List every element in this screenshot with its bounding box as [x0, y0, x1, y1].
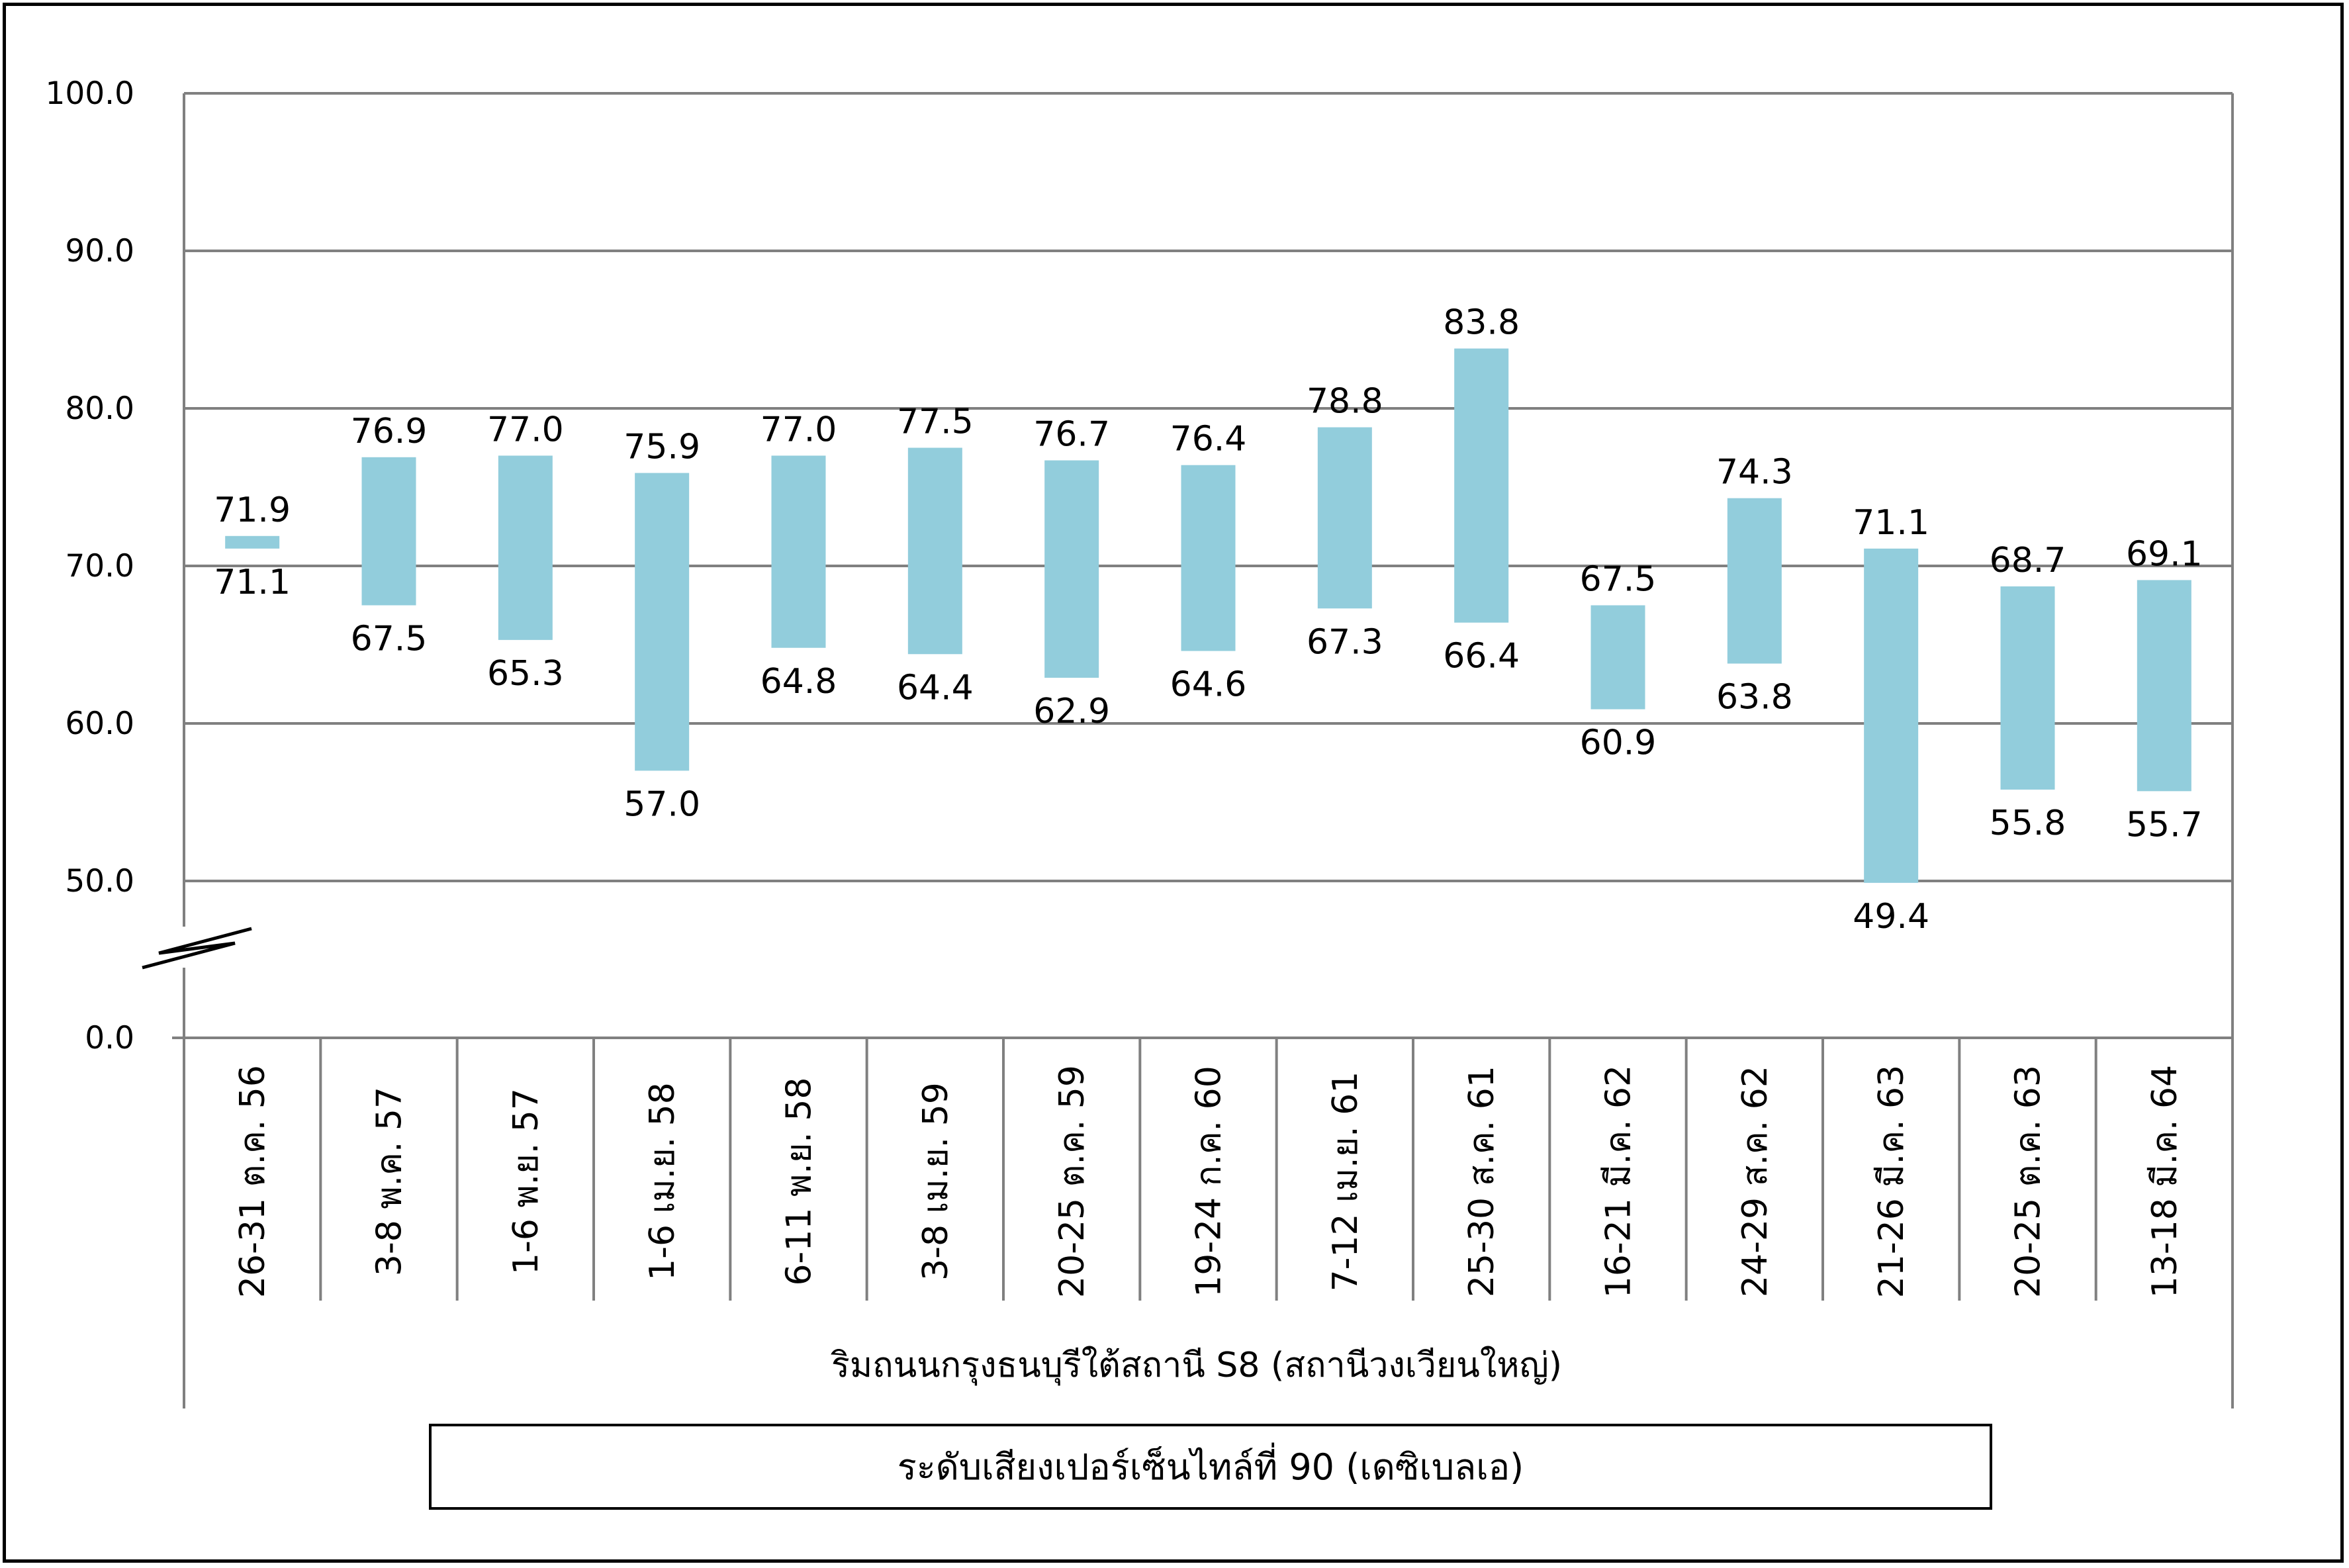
y-tick-label: 50.0: [65, 863, 134, 899]
low-value-label: 67.5: [351, 620, 428, 659]
legend-box: ระดับเสียงเปอร์เซ็นไทล์ที่ 90 (เดซิเบลเอ…: [429, 1424, 1992, 1510]
high-value-label: 71.9: [214, 490, 291, 530]
high-value-label: 76.7: [1033, 415, 1110, 455]
high-value-label: 69.1: [2126, 534, 2203, 574]
high-value-label: 77.0: [487, 410, 564, 449]
y-tick-label: 60.0: [65, 706, 134, 742]
low-value-label: 71.1: [214, 563, 291, 602]
category-labels: 26-31 ต.ค. 56 3-8 พ.ค. 57 1-6 พ.ย. 57 1-6 เ…: [233, 1065, 2185, 1298]
range-bar: [1181, 465, 1236, 651]
high-value-label: 75.9: [623, 428, 700, 467]
category-label: 21-26 มี.ค. 63: [1872, 1065, 1911, 1298]
low-value-label: 66.4: [1443, 637, 1520, 676]
range-bar: [907, 447, 962, 655]
high-value-label: 76.9: [351, 412, 428, 451]
category-label: 7-12 เม.ย. 61: [1326, 1072, 1365, 1292]
high-value-label: 78.8: [1307, 382, 1383, 422]
range-bar: [635, 473, 690, 771]
high-value-label: 83.8: [1443, 303, 1520, 343]
category-label: 19-24 ก.ค. 60: [1189, 1066, 1229, 1297]
range-bar: [1864, 548, 1919, 883]
range-bar: [1044, 460, 1099, 678]
axis-break-icon: [142, 927, 252, 970]
data-labels: 71.9 71.1 76.9 67.5 77.0 65.3 75.9 57.0 77.0 64.8…: [214, 303, 2202, 937]
range-bar: [225, 535, 280, 549]
high-value-label: 77.0: [760, 410, 837, 449]
low-value-label: 60.9: [1580, 723, 1657, 763]
low-value-label: 63.8: [1716, 678, 1793, 717]
category-label: 24-29 ส.ค. 62: [1735, 1066, 1775, 1297]
low-value-label: 64.4: [897, 668, 974, 708]
category-label: 20-25 ต.ค. 63: [2009, 1065, 2049, 1298]
range-bar: [1454, 348, 1509, 623]
low-value-label: 64.8: [760, 662, 837, 702]
low-value-label: 62.9: [1033, 692, 1110, 731]
high-value-label: 68.7: [1990, 541, 2066, 580]
legend-label: ระดับเสียงเปอร์เซ็นไทล์ที่ 90 (เดซิเบลเอ…: [897, 1446, 1524, 1488]
range-bar: [771, 455, 826, 648]
range-bar: [1727, 498, 1782, 664]
high-value-label: 74.3: [1716, 453, 1793, 492]
category-label: 13-18 มี.ค. 64: [2145, 1065, 2185, 1298]
category-label: 3-8 พ.ค. 57: [370, 1087, 410, 1276]
range-bar: [498, 455, 553, 640]
category-label: 16-21 มี.ค. 62: [1599, 1065, 1639, 1298]
low-value-label: 65.3: [487, 654, 564, 694]
y-tick-label: 70.0: [65, 548, 134, 584]
range-bar: [361, 457, 416, 606]
low-value-label: 67.3: [1307, 622, 1383, 662]
y-tick-label: 0.0: [85, 1020, 134, 1056]
high-value-label: 77.5: [897, 402, 974, 442]
low-value-label: 49.4: [1853, 897, 1929, 937]
category-label: 1-6 เม.ย. 58: [643, 1082, 682, 1281]
bars: [225, 348, 2191, 883]
y-tick-label: 90.0: [65, 233, 134, 269]
range-bar: [2137, 580, 2191, 792]
chart-frame: [3, 3, 2344, 1563]
low-value-label: 55.8: [1990, 804, 2066, 843]
group-label: ริมถนนกรุงธนบุรีใต้สถานี S8 (สถานีวงเวีย…: [831, 1346, 1562, 1386]
y-tick-label: 100.0: [45, 75, 134, 112]
low-value-label: 57.0: [623, 784, 700, 824]
range-bar: [1590, 605, 1645, 710]
range-bar: [2000, 586, 2055, 790]
category-label: 26-31 ต.ค. 56: [233, 1065, 273, 1298]
low-value-label: 64.6: [1170, 665, 1247, 705]
category-label: 20-25 ต.ค. 59: [1052, 1065, 1092, 1298]
range-bar: [1317, 427, 1372, 609]
y-tick-labels: 100.0 90.0 80.0 70.0 60.0 50.0 0.0: [45, 75, 134, 1056]
y-tick-label: 80.0: [65, 391, 134, 427]
low-value-label: 55.7: [2126, 805, 2203, 845]
axes: [142, 93, 2234, 1408]
category-label: 25-30 ส.ค. 61: [1462, 1066, 1502, 1297]
high-value-label: 76.4: [1170, 420, 1247, 459]
high-value-label: 71.1: [1853, 503, 1929, 543]
category-label: 3-8 เม.ย. 59: [916, 1082, 956, 1281]
category-label: 1-6 พ.ย. 57: [506, 1088, 546, 1275]
category-label: 6-11 พ.ย. 58: [780, 1077, 819, 1285]
high-value-label: 67.5: [1580, 560, 1657, 600]
